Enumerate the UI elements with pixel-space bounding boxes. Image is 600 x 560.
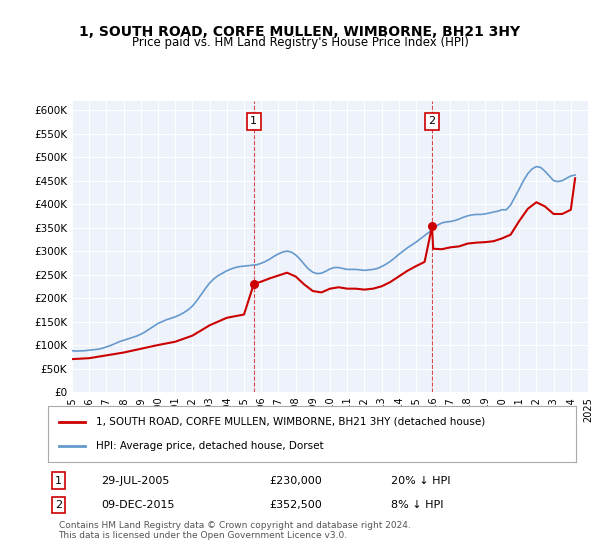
Point <box>427 222 437 231</box>
Text: 20% ↓ HPI: 20% ↓ HPI <box>391 476 451 486</box>
Text: 09-DEC-2015: 09-DEC-2015 <box>101 500 175 510</box>
Text: 29-JUL-2005: 29-JUL-2005 <box>101 476 169 486</box>
Text: £230,000: £230,000 <box>270 476 323 486</box>
Text: HPI: Average price, detached house, Dorset: HPI: Average price, detached house, Dors… <box>95 441 323 451</box>
Text: 2: 2 <box>55 500 62 510</box>
Text: Contains HM Land Registry data © Crown copyright and database right 2024.
This d: Contains HM Land Registry data © Crown c… <box>59 521 410 540</box>
Text: 1: 1 <box>250 116 257 126</box>
Text: 1, SOUTH ROAD, CORFE MULLEN, WIMBORNE, BH21 3HY (detached house): 1, SOUTH ROAD, CORFE MULLEN, WIMBORNE, B… <box>95 417 485 427</box>
Text: 8% ↓ HPI: 8% ↓ HPI <box>391 500 444 510</box>
Text: 1, SOUTH ROAD, CORFE MULLEN, WIMBORNE, BH21 3HY: 1, SOUTH ROAD, CORFE MULLEN, WIMBORNE, B… <box>79 25 521 39</box>
Point <box>249 279 259 288</box>
Text: 2: 2 <box>428 116 436 126</box>
Text: 1: 1 <box>55 476 62 486</box>
Text: £352,500: £352,500 <box>270 500 323 510</box>
Text: Price paid vs. HM Land Registry's House Price Index (HPI): Price paid vs. HM Land Registry's House … <box>131 36 469 49</box>
